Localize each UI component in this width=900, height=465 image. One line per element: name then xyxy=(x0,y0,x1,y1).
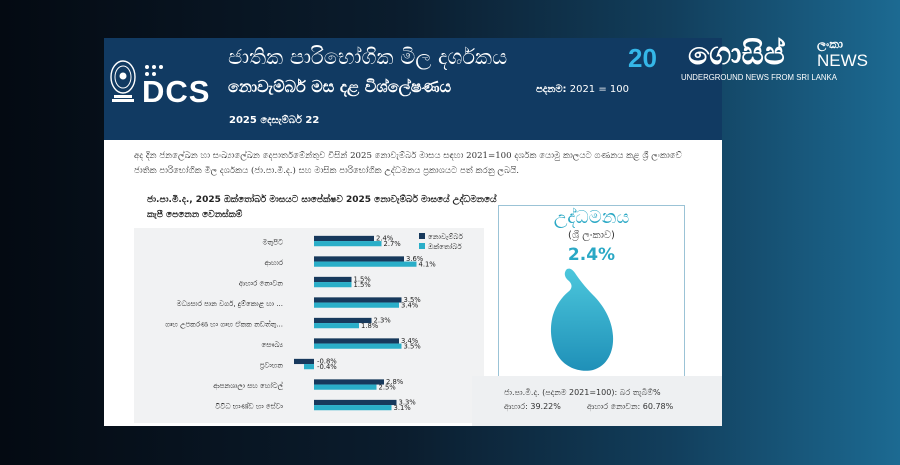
page-subtitle: නොවැම්බර් මස දළ විශ්ලේෂණය xyxy=(228,77,452,96)
bar-october xyxy=(314,302,399,308)
intro-paragraph: අද දින ජනලේඛන හා සංඛ්‍යාලේඛන දෙපාර්තමේන්… xyxy=(134,151,682,176)
bar-value-label: 3.1% xyxy=(394,404,412,412)
sri-lanka-map-icon xyxy=(550,268,614,371)
legend-label: ඔක්තෝබර් xyxy=(428,242,462,251)
sri-lanka-emblem-icon xyxy=(110,60,136,102)
brand-year: 20 xyxy=(628,43,657,73)
dcs-logo-text: DCS xyxy=(142,74,211,109)
base-value: 2021 = 100 xyxy=(569,84,629,95)
bar-value-label: 1.5% xyxy=(354,276,372,284)
category-label: ආහාර xyxy=(265,259,284,268)
bar-november xyxy=(314,235,374,242)
bar-value-label: 2.3% xyxy=(374,317,392,325)
bar-november xyxy=(314,338,399,344)
inflation-subtitle: (ශ්‍රී ලංකාව) xyxy=(568,230,615,241)
bar-november xyxy=(314,256,404,262)
base-year: පදනම: 2021 = 100 xyxy=(536,84,629,95)
category-label: මධ්‍යසාර පාන වර්ග, දුම්කොළ හා ... xyxy=(177,300,283,308)
cpi-release-card: DCS ජාතික පාරිභෝගික මිල දර්ශකය නොවැම්බර්… xyxy=(104,38,722,426)
bar-value-label: 3.3% xyxy=(399,399,417,407)
bar-november xyxy=(314,399,397,406)
dcs-logo-dots xyxy=(145,65,163,76)
bar-november xyxy=(314,379,384,385)
inflation-value: 2.4% xyxy=(567,245,616,265)
category-label: ආපනශාලා සහ හෝටල් xyxy=(213,382,283,391)
brand-name: ගොසිප් xyxy=(688,36,785,72)
site-brand-logo[interactable]: 20 ගොසිප් ලංකා NEWS UNDERGROUND NEWS FRO… xyxy=(628,36,873,88)
inflation-title: උද්ධමනය xyxy=(553,207,630,228)
bar-october xyxy=(314,282,352,288)
chart-title: ජා.පා.මි.ද., 2025 ඔක්තෝබර් මාසයට සාපේක්ෂ… xyxy=(147,195,497,220)
bar-november xyxy=(314,276,352,283)
bar-october xyxy=(314,261,417,267)
legend-swatch-november xyxy=(419,233,425,239)
bar-value-label: 3.5% xyxy=(404,296,422,304)
bar-value-label: -0.4% xyxy=(317,363,337,371)
bar-november xyxy=(314,317,372,324)
release-date: 2025 දෙසැම්බර් 22 xyxy=(229,115,320,126)
category-label: මතුපිට xyxy=(263,238,284,246)
bar-value-label: 4.1% xyxy=(419,260,437,268)
bar-value-label: 1.5% xyxy=(354,281,372,289)
bar-value-label: 2.5% xyxy=(379,383,397,391)
bar-october xyxy=(314,343,402,349)
bar-value-label: 3.4% xyxy=(401,301,419,309)
brand-tagline: UNDERGROUND NEWS FROM SRI LANKA xyxy=(681,73,837,82)
category-label: ආහාර නොවන xyxy=(239,279,284,288)
category-label: ගෘහ උපකරණ හා ගෘහ ඒකක නඩත්තු... xyxy=(165,320,283,328)
bar-value-label: 3.6% xyxy=(406,255,424,263)
bar-value-label: 3.5% xyxy=(404,342,422,350)
bar-october xyxy=(314,323,359,329)
weight-nonfood: ආහාර නොවන: 60.78% xyxy=(587,402,674,411)
category-label: සෞඛ්‍ය xyxy=(261,341,283,349)
bar-value-label: 1.8% xyxy=(361,322,379,330)
base-label: පදනම: xyxy=(536,84,567,95)
bar-november xyxy=(294,358,314,365)
bar-value-label: -0.8% xyxy=(317,358,337,366)
weight-food: ආහාර: 39.22% xyxy=(504,402,561,411)
bar-october xyxy=(304,364,314,370)
brand-news: NEWS xyxy=(817,51,868,70)
bar-october xyxy=(314,405,392,411)
bar-october xyxy=(314,241,382,247)
weights-caption: ජා.පා.මි.ද. (පදනම 2021=100): බර තැබීම්% xyxy=(504,388,661,397)
header-banner: DCS ජාතික පාරිභෝගික මිල දර්ශකය නොවැම්බර්… xyxy=(104,38,722,140)
bar-november xyxy=(314,297,402,303)
inflation-bar-chart: මතුපිට 2.4%2.7%ආහාර 3.6%4.1%ආහාර නොවන 1.5%1… xyxy=(134,228,484,423)
bar-value-label: 3.4% xyxy=(401,337,419,345)
bar-value-label: 2.7% xyxy=(384,240,402,248)
bar-value-label: 2.8% xyxy=(386,378,404,386)
bar-october xyxy=(314,384,377,390)
legend-label: නොවැම්බර් xyxy=(428,232,464,241)
legend-swatch-october xyxy=(419,243,425,249)
chart-plot-bg xyxy=(134,228,484,423)
category-label: ප්‍රවාහන xyxy=(259,361,283,370)
bar-value-label: 2.4% xyxy=(376,235,394,243)
weights-footer xyxy=(472,376,722,426)
page-title: ජාතික පාරිභෝගික මිල දර්ශකය xyxy=(228,45,508,69)
brand-lanka: ලංකා xyxy=(817,37,843,51)
category-label: විවිධ භාණ්ඩ හා සේවා xyxy=(215,402,283,410)
